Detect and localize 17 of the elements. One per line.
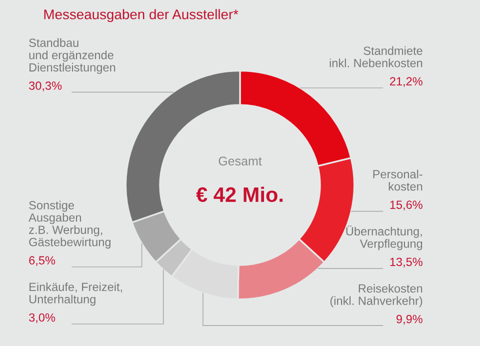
slice-label: Standbau und ergänzende Dienstleistungen xyxy=(29,38,116,74)
data-label: 6,5% xyxy=(29,256,56,266)
data-label: 3,0% xyxy=(29,313,56,324)
text: € 42 Mio. xyxy=(196,186,283,202)
data-label: 13,5% xyxy=(390,258,422,268)
data-label: 30,3% xyxy=(29,81,62,92)
slice-label: Sonstige Ausgaben z.B. Werbung, Gästebewirtung xyxy=(28,200,110,249)
chart-title: Messeausgaben der Aussteller* xyxy=(44,9,238,22)
slice-label: Einkäufe, Freizeit, Unterhaltung xyxy=(29,282,122,306)
slice-label: Reisekosten (inkl. Nahverkehr) xyxy=(330,284,422,308)
data-label: 15,6% xyxy=(390,200,422,210)
text: Gesamt xyxy=(218,156,262,166)
slice-label: Personal- kosten xyxy=(373,170,422,191)
data-label: 21,2% xyxy=(390,77,422,87)
slice-label: Übernachtung, Verpflegung xyxy=(346,226,422,250)
slice-label: Standmiete inkl. Nebenkosten xyxy=(330,46,422,68)
data-label: 9,9% xyxy=(396,314,422,325)
